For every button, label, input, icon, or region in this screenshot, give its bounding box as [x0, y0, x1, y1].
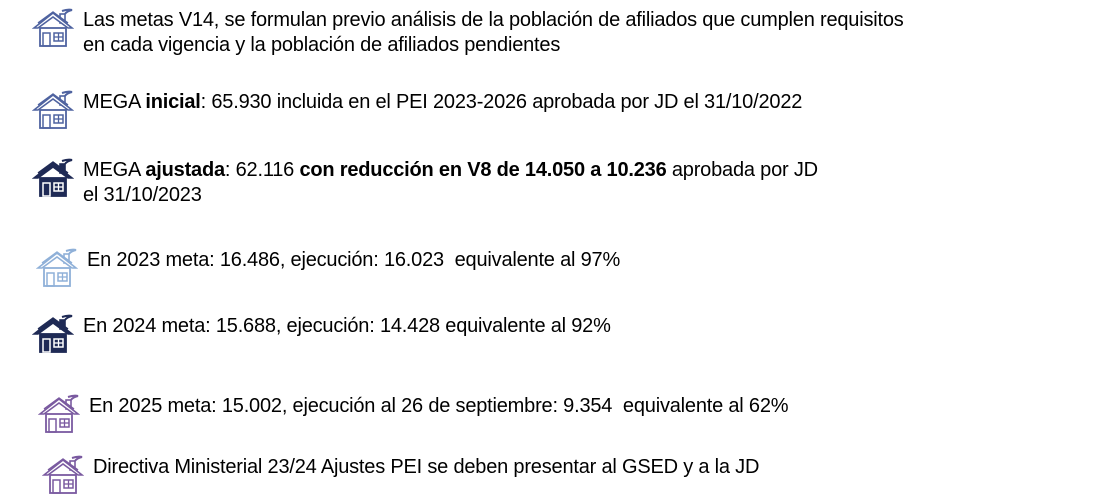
item-text: Directiva Ministerial 23/24 Ajustes PEI … — [93, 455, 759, 480]
item-text: Las metas V14, se formulan previo anális… — [83, 8, 904, 58]
house-icon — [31, 8, 75, 47]
icon — [31, 158, 75, 205]
item-text: En 2023 meta: 16.486, ejecución: 16.023 … — [87, 248, 620, 273]
text: En 2023 meta: 16.486, ejecución: 16.023 … — [87, 249, 621, 271]
icon — [37, 394, 81, 441]
house-icon — [35, 248, 79, 287]
text: : 65.930 incluida en el PEI 2023-2026 ap… — [200, 91, 803, 113]
text-line: Directiva Ministerial 23/24 Ajustes PEI … — [93, 455, 759, 480]
text-line: En 2023 meta: 16.486, ejecución: 16.023 … — [87, 248, 620, 273]
bold-text: inicial — [145, 91, 201, 113]
text: en cada vigencia y la población de afili… — [83, 34, 561, 56]
text: el 31/10/2023 — [83, 184, 202, 206]
bold-text: ajustada — [145, 159, 225, 181]
text-line: en cada vigencia y la población de afili… — [83, 33, 904, 58]
item-text: En 2024 meta: 15.688, ejecución: 14.428 … — [83, 314, 611, 339]
house-icon — [31, 158, 75, 197]
text: aprobada por JD — [666, 159, 818, 181]
text-line: En 2025 meta: 15.002, ejecución al 26 de… — [89, 394, 789, 419]
text: MEGA — [83, 91, 146, 113]
house-icon — [41, 455, 85, 494]
text-line: En 2024 meta: 15.688, ejecución: 14.428 … — [83, 314, 611, 339]
text: En 2025 meta: 15.002, ejecución al 26 de… — [89, 395, 789, 417]
text-line: el 31/10/2023 — [83, 183, 818, 208]
item-text: En 2025 meta: 15.002, ejecución al 26 de… — [89, 394, 789, 419]
text-line: MEGA ajustada: 62.116 con reducción en V… — [83, 158, 818, 183]
house-icon — [31, 90, 75, 129]
icon — [31, 314, 75, 361]
icon — [35, 248, 79, 295]
text: MEGA — [83, 159, 146, 181]
text: En 2024 meta: 15.688, ejecución: 14.428 … — [83, 315, 611, 337]
text-line: MEGA inicial: 65.930 incluida en el PEI … — [83, 90, 802, 115]
text: Las metas V14, se formulan previo anális… — [83, 9, 904, 31]
item-text: MEGA inicial: 65.930 incluida en el PEI … — [83, 90, 802, 115]
text: : 62.116 — [224, 159, 300, 181]
text: Directiva Ministerial 23/24 Ajustes PEI … — [93, 456, 760, 478]
icon — [31, 90, 75, 137]
item-text: MEGA ajustada: 62.116 con reducción en V… — [83, 158, 818, 208]
house-icon — [31, 314, 75, 353]
icon — [41, 455, 85, 502]
icon — [31, 8, 75, 55]
house-icon — [37, 394, 81, 433]
text-line: Las metas V14, se formulan previo anális… — [83, 8, 904, 33]
bold-text: con reducción en V8 de 14.050 a 10.236 — [299, 159, 667, 181]
